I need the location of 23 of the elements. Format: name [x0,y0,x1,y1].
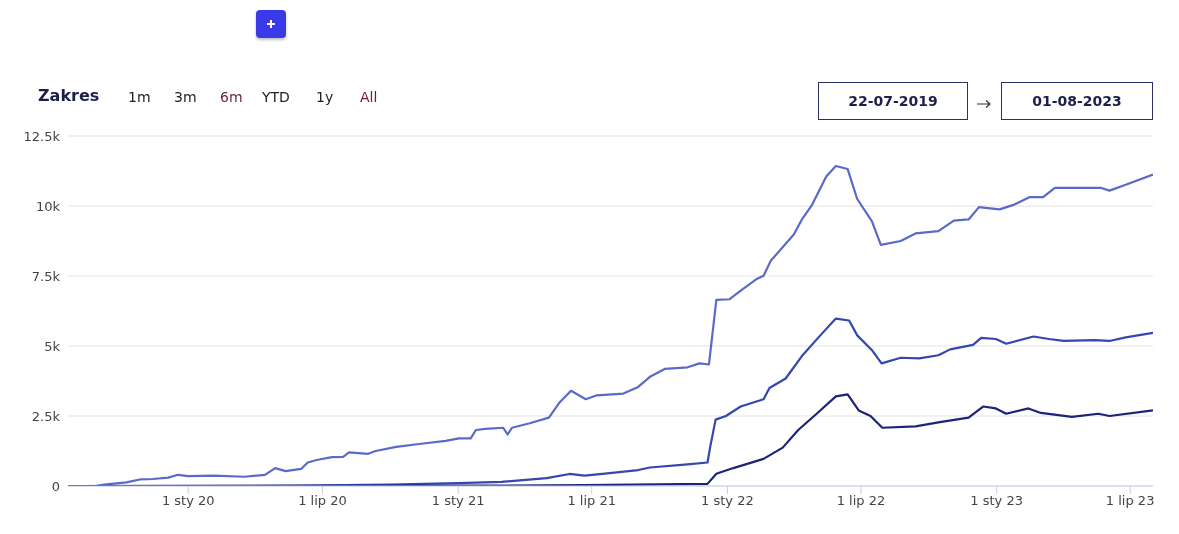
y-tick-label: 5k [44,338,61,354]
x-tick-label: 1 lip 20 [298,493,347,509]
y-tick-label: 0 [51,478,60,494]
x-tick-label: 1 sty 22 [701,493,754,509]
x-tick-label: 1 sty 23 [970,493,1023,509]
x-tick-label: 1 lip 22 [836,493,886,509]
x-tick-label: 1 sty 20 [161,493,215,509]
x-tick-label: 1 sty 21 [431,493,485,509]
y-tick-label: 7.5k [31,268,61,284]
y-tick-label: 10k [35,198,61,214]
text: 22-07-2019 [818,82,968,120]
text: 1y [316,89,334,105]
text: 6m [220,89,243,105]
y-tick-label: 12.5k [23,128,61,144]
text: Zakres [38,86,100,105]
text: 01-08-2023 [1001,82,1153,120]
text: 3m [174,89,197,105]
x-tick-label: 1 lip 23 [1105,493,1155,509]
y-tick-label: 2.5k [31,408,61,424]
text: 1m [128,89,151,105]
text: YTD [262,89,290,105]
x-tick-label: 1 lip 21 [567,493,616,509]
text: All [360,89,378,105]
